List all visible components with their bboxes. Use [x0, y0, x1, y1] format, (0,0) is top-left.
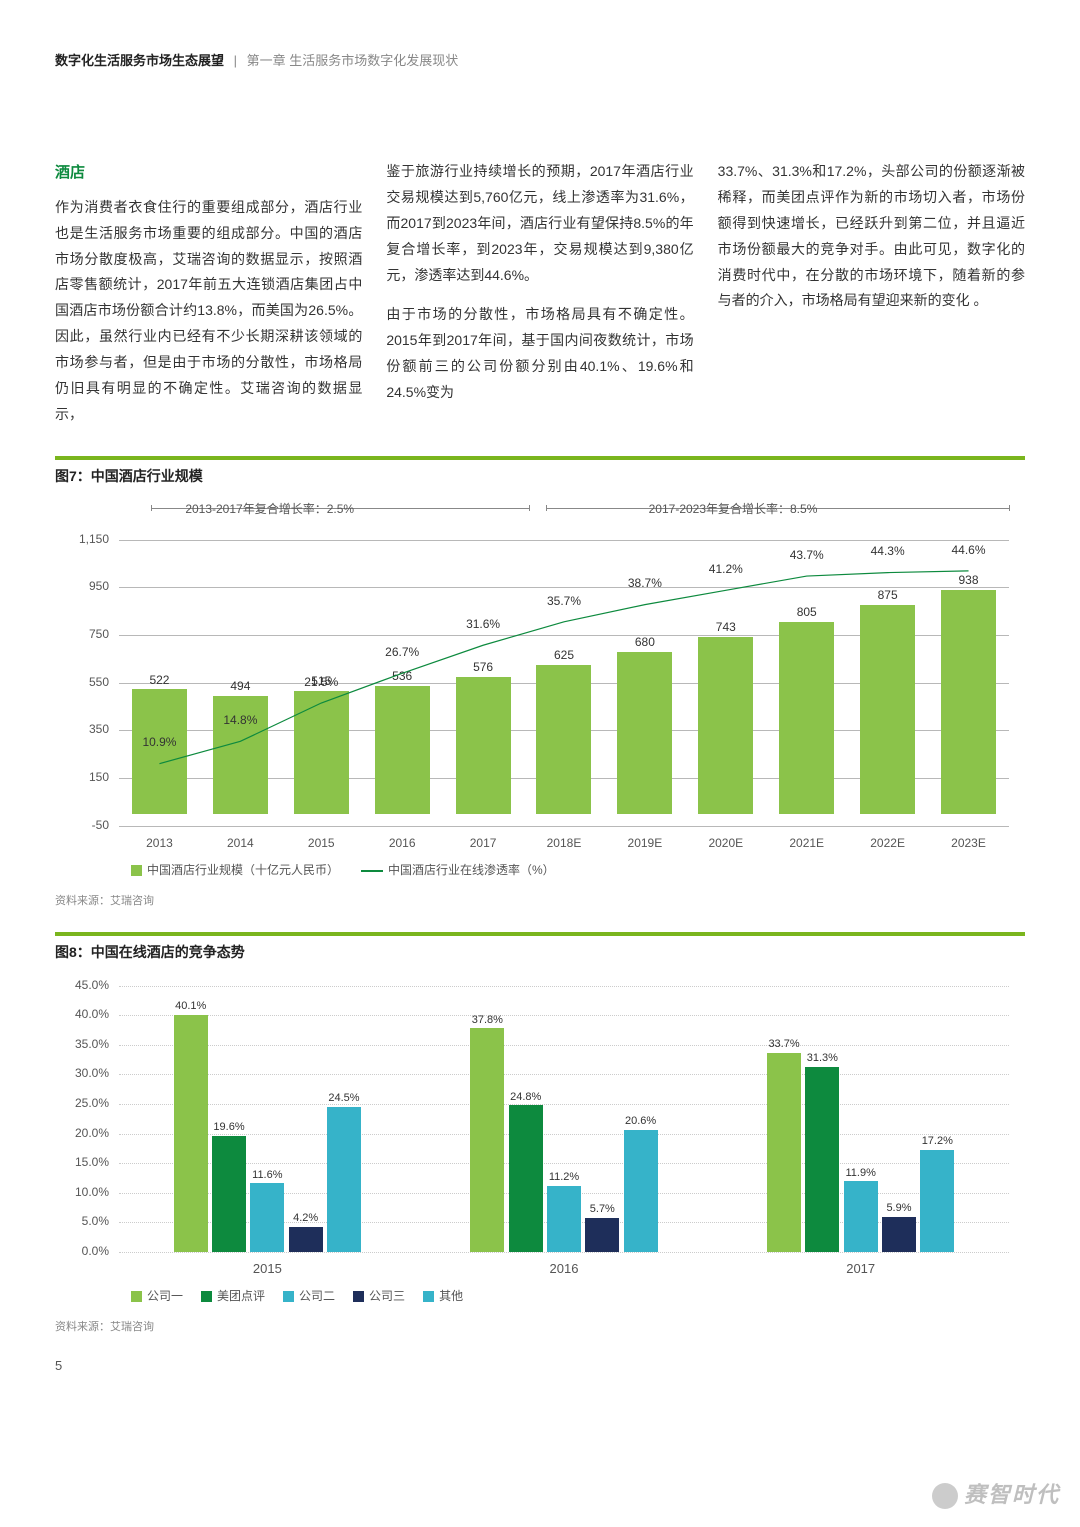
text-col-3: 33.7%、31.3%和17.2%，头部公司的份额逐渐被稀释，而美团点评作为新的… [718, 159, 1025, 428]
fig7-source: 资料来源：艾瑞咨询 [55, 892, 1025, 908]
text-col-2: 鉴于旅游行业持续增长的预期，2017年酒店行业交易规模达到5,760亿元，线上渗… [386, 159, 693, 428]
col2a-text: 鉴于旅游行业持续增长的预期，2017年酒店行业交易规模达到5,760亿元，线上渗… [386, 159, 693, 288]
watermark: 赛智时代 [932, 1477, 1060, 1509]
col2b-text: 由于市场的分散性，市场格局具有不确定性。2015年到2017年间，基于国内间夜数… [386, 302, 693, 406]
header-title: 数字化生活服务市场生态展望 [55, 53, 224, 68]
fig8-title: 图8：中国在线酒店的竞争态势 [55, 932, 1025, 962]
body-columns: 酒店 作为消费者衣食住行的重要组成部分，酒店行业也是生活服务市场重要的组成部分。… [55, 159, 1025, 428]
chart8: 0.0%5.0%10.0%15.0%20.0%25.0%30.0%35.0%40… [55, 970, 1025, 1312]
header-sep: | [234, 53, 237, 68]
chart7: 2013-2017年复合增长率：2.5% 2017-2023年复合增长率：8.5… [55, 494, 1025, 886]
col1-text: 作为消费者衣食住行的重要组成部分，酒店行业也是生活服务市场重要的组成部分。中国的… [55, 199, 362, 422]
page-header: 数字化生活服务市场生态展望 | 第一章 生活服务市场数字化发展现状 [55, 50, 1025, 69]
page-number: 5 [55, 1358, 1025, 1373]
col3-text: 33.7%、31.3%和17.2%，头部公司的份额逐渐被稀释，而美团点评作为新的… [718, 163, 1025, 308]
text-col-1: 酒店 作为消费者衣食住行的重要组成部分，酒店行业也是生活服务市场重要的组成部分。… [55, 159, 362, 428]
header-chapter: 第一章 生活服务市场数字化发展现状 [247, 53, 459, 68]
section-title: 酒店 [55, 159, 362, 187]
wechat-icon [932, 1483, 958, 1509]
fig7-title: 图7：中国酒店行业规模 [55, 456, 1025, 486]
fig8-source: 资料来源：艾瑞咨询 [55, 1318, 1025, 1334]
